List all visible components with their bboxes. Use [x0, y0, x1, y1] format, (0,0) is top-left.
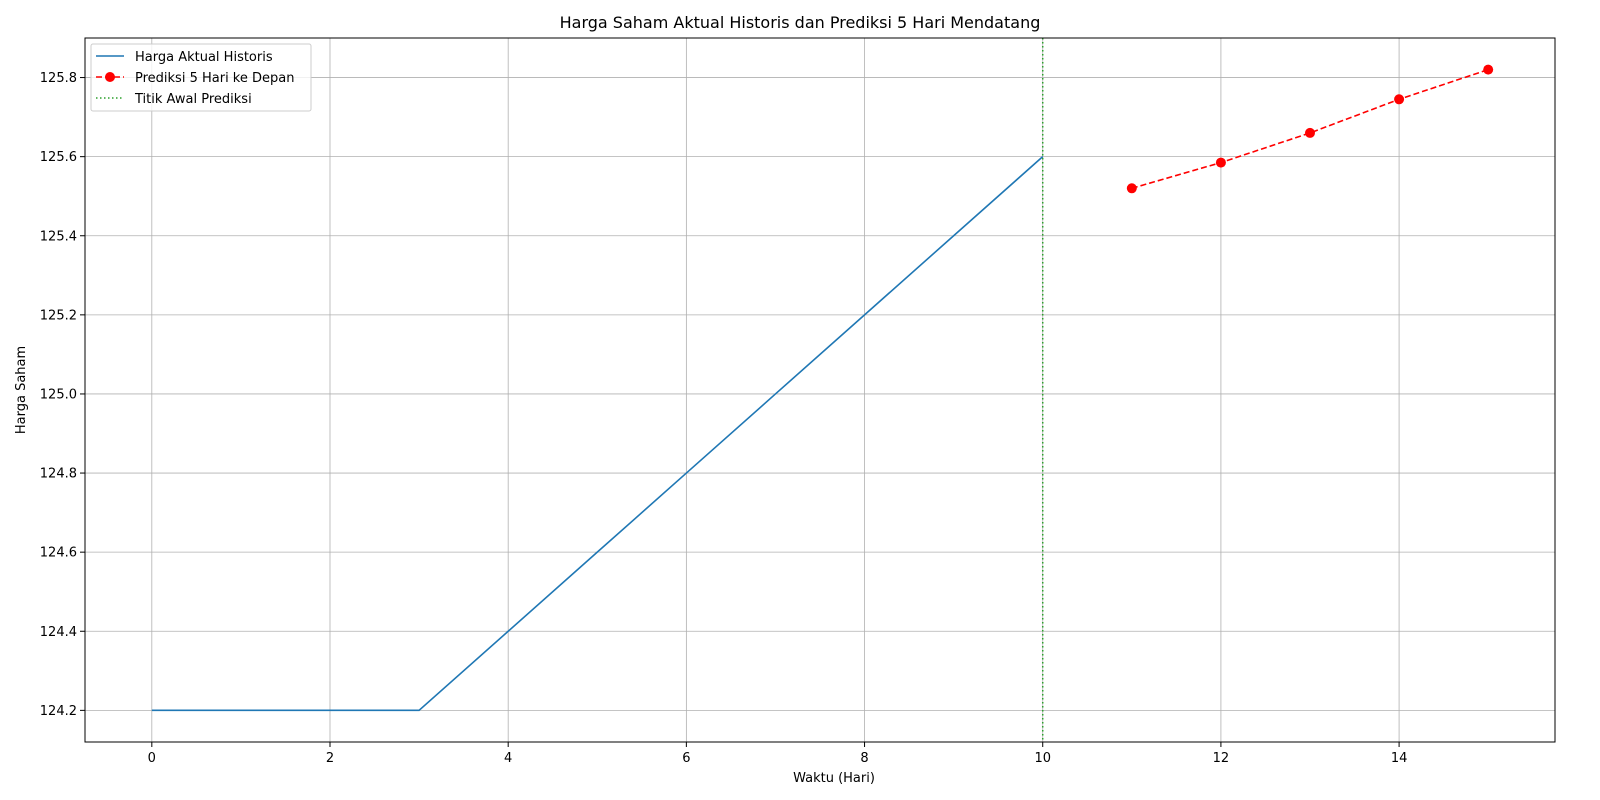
x-tick-label: 14 [1391, 751, 1408, 766]
prediction-point [1394, 94, 1405, 105]
y-tick-label: 125.4 [40, 229, 77, 244]
legend-label-prediction-start: Titik Awal Prediksi [134, 92, 252, 107]
x-tick-label: 12 [1213, 751, 1230, 766]
axis-ticks: 0 2 4 6 8 10 12 14 124.2 124.4 124.6 124.8 125.0 125.… [40, 71, 1408, 766]
prediction-point [1126, 183, 1137, 194]
chart-title: Harga Saham Aktual Historis dan Prediksi… [560, 13, 1041, 32]
y-tick-label: 124.2 [40, 704, 77, 719]
x-axis-label: Waktu (Hari) [793, 771, 875, 786]
x-tick-label: 10 [1034, 751, 1051, 766]
y-tick-label: 125.8 [40, 71, 77, 86]
x-tick-label: 2 [326, 751, 334, 766]
prediction-point [1305, 127, 1315, 138]
y-tick-label: 125.6 [40, 150, 77, 165]
series-line-historical [151, 156, 1044, 712]
x-tick-label: 4 [504, 751, 512, 766]
legend-label-historical: Harga Aktual Historis [135, 50, 273, 65]
series-layer [151, 38, 1494, 742]
y-tick-label: 125.0 [40, 387, 77, 402]
x-tick-label: 0 [148, 751, 156, 766]
y-tick-label: 124.4 [40, 625, 77, 640]
y-tick-label: 125.2 [40, 308, 77, 323]
prediction-point [1483, 64, 1494, 75]
x-tick-label: 6 [682, 751, 690, 766]
legend-frame [90, 43, 312, 112]
legend-label-prediction: Prediksi 5 Hari ke Depan [135, 71, 294, 86]
legend: Harga Aktual Historis Prediksi 5 Hari ke… [90, 43, 312, 112]
y-tick-label: 124.6 [40, 546, 77, 561]
plot-area-frame [84, 37, 1556, 743]
y-axis-label: Harga Saham [14, 346, 29, 434]
y-tick-label: 124.8 [40, 467, 77, 482]
prediction-point [1215, 157, 1226, 168]
x-tick-label: 8 [860, 751, 868, 766]
legend-marker-prediction [105, 72, 115, 82]
